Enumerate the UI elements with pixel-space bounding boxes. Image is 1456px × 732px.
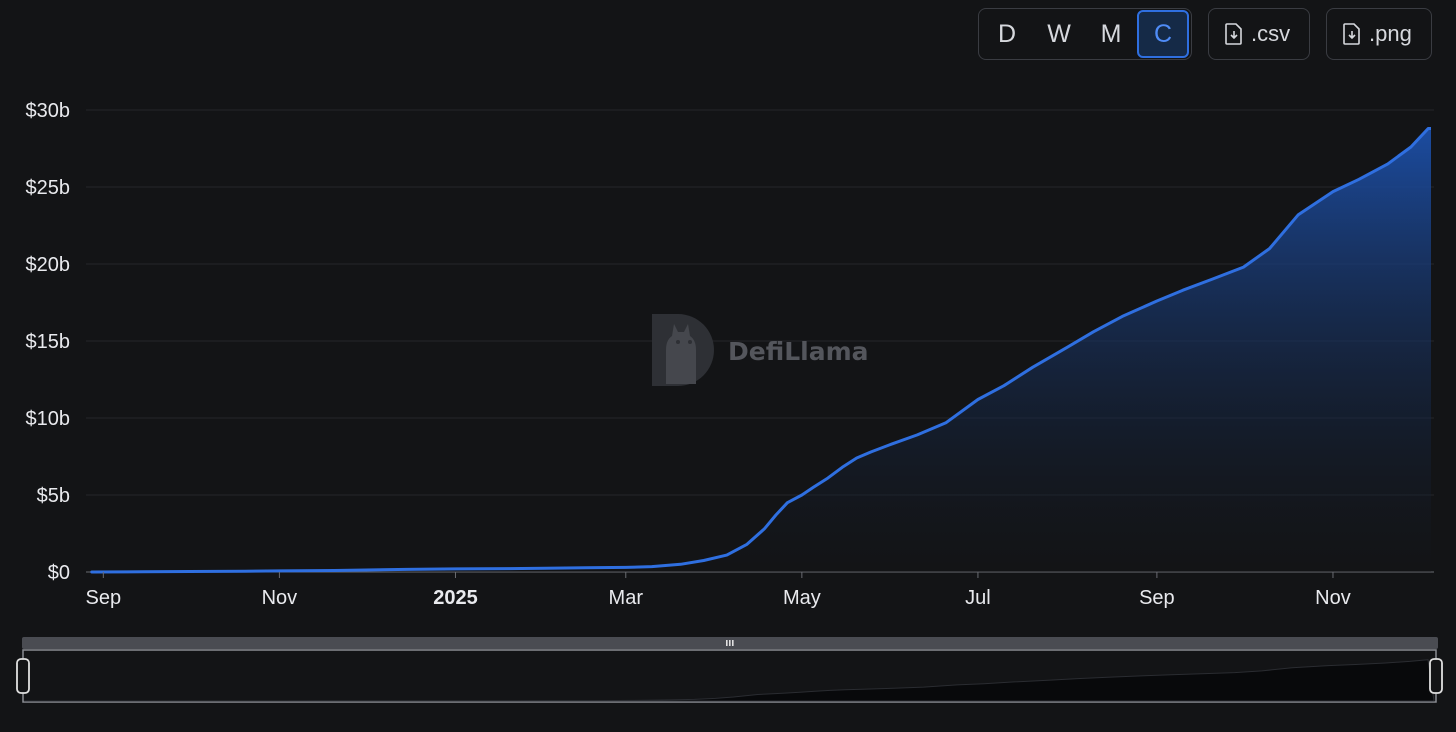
- range-slider-preview: [24, 659, 1435, 702]
- x-tick-label: 2025: [433, 587, 478, 609]
- download-csv-button[interactable]: .csv: [1208, 8, 1310, 60]
- png-label: .png: [1369, 21, 1412, 46]
- watermark-text: DefiLlama: [728, 337, 869, 366]
- x-tick-label: Nov: [1315, 587, 1351, 609]
- x-tick-label: Sep: [86, 587, 122, 609]
- x-axis-ticks: Sep Nov 2025 Mar May Jul Sep Nov: [86, 572, 1351, 609]
- defillama-watermark: DefiLlama: [652, 314, 869, 386]
- llama-logo-icon: [652, 314, 714, 386]
- period-weekly-button[interactable]: W: [1047, 19, 1071, 48]
- range-slider-left-handle[interactable]: [16, 658, 30, 694]
- series-line-path: [90, 127, 1431, 574]
- file-download-icon: [1343, 23, 1360, 45]
- period-monthly-button[interactable]: M: [1100, 19, 1122, 48]
- x-tick-label: Nov: [262, 587, 298, 609]
- x-tick-label: May: [783, 587, 821, 609]
- x-tick-label: Sep: [1139, 587, 1175, 609]
- period-cumulative-button[interactable]: C: [1137, 10, 1189, 58]
- period-selector: D W M C: [978, 8, 1192, 60]
- y-axis-ticks: $0 $5b $10b $15b $20b $25b $30b: [26, 100, 71, 584]
- series-line: [90, 127, 1431, 574]
- period-daily-button[interactable]: D: [997, 19, 1017, 48]
- y-tick-label: $10b: [26, 408, 71, 430]
- y-tick-label: $15b: [26, 331, 71, 353]
- file-download-icon: [1225, 23, 1242, 45]
- y-tick-label: $25b: [26, 177, 71, 199]
- chart-toolbar: D W M C .csv .png: [978, 8, 1432, 60]
- y-tick-label: $30b: [26, 100, 71, 122]
- y-tick-label: $20b: [26, 254, 71, 276]
- y-tick-label: $0: [48, 562, 70, 584]
- range-slider-right-handle[interactable]: [1429, 658, 1443, 694]
- csv-label: .csv: [1251, 21, 1291, 46]
- range-slider-grip-icon[interactable]: [726, 640, 734, 646]
- range-slider[interactable]: [16, 637, 1443, 703]
- download-png-button[interactable]: .png: [1326, 8, 1432, 60]
- x-tick-label: Mar: [609, 587, 644, 609]
- y-tick-label: $5b: [37, 485, 70, 507]
- x-tick-label: Jul: [965, 587, 991, 609]
- series-area: [91, 128, 1431, 572]
- area-fill: [91, 128, 1431, 572]
